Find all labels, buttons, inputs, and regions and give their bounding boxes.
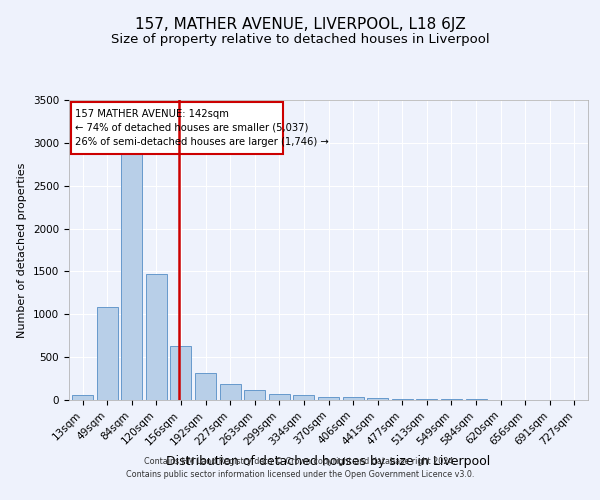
Y-axis label: Number of detached properties: Number of detached properties bbox=[17, 162, 28, 338]
Text: Contains HM Land Registry data © Crown copyright and database right 2024.: Contains HM Land Registry data © Crown c… bbox=[144, 458, 456, 466]
Bar bbox=[121, 150, 142, 400]
FancyBboxPatch shape bbox=[71, 102, 283, 154]
Text: 157 MATHER AVENUE: 142sqm
← 74% of detached houses are smaller (5,037)
26% of se: 157 MATHER AVENUE: 142sqm ← 74% of detac… bbox=[75, 109, 329, 147]
Bar bbox=[195, 374, 216, 400]
Text: Contains public sector information licensed under the Open Government Licence v3: Contains public sector information licen… bbox=[126, 470, 474, 479]
Text: Size of property relative to detached houses in Liverpool: Size of property relative to detached ho… bbox=[110, 34, 490, 46]
Bar bbox=[343, 398, 364, 400]
Bar bbox=[220, 384, 241, 400]
Bar bbox=[244, 390, 265, 400]
Bar bbox=[416, 399, 437, 400]
Bar bbox=[269, 394, 290, 400]
Bar bbox=[318, 396, 339, 400]
Bar bbox=[367, 398, 388, 400]
Bar bbox=[170, 346, 191, 400]
Bar bbox=[146, 274, 167, 400]
X-axis label: Distribution of detached houses by size in Liverpool: Distribution of detached houses by size … bbox=[166, 455, 491, 468]
Text: 157, MATHER AVENUE, LIVERPOOL, L18 6JZ: 157, MATHER AVENUE, LIVERPOOL, L18 6JZ bbox=[134, 18, 466, 32]
Bar bbox=[97, 308, 118, 400]
Bar bbox=[72, 395, 93, 400]
Bar bbox=[293, 395, 314, 400]
Bar bbox=[392, 398, 413, 400]
